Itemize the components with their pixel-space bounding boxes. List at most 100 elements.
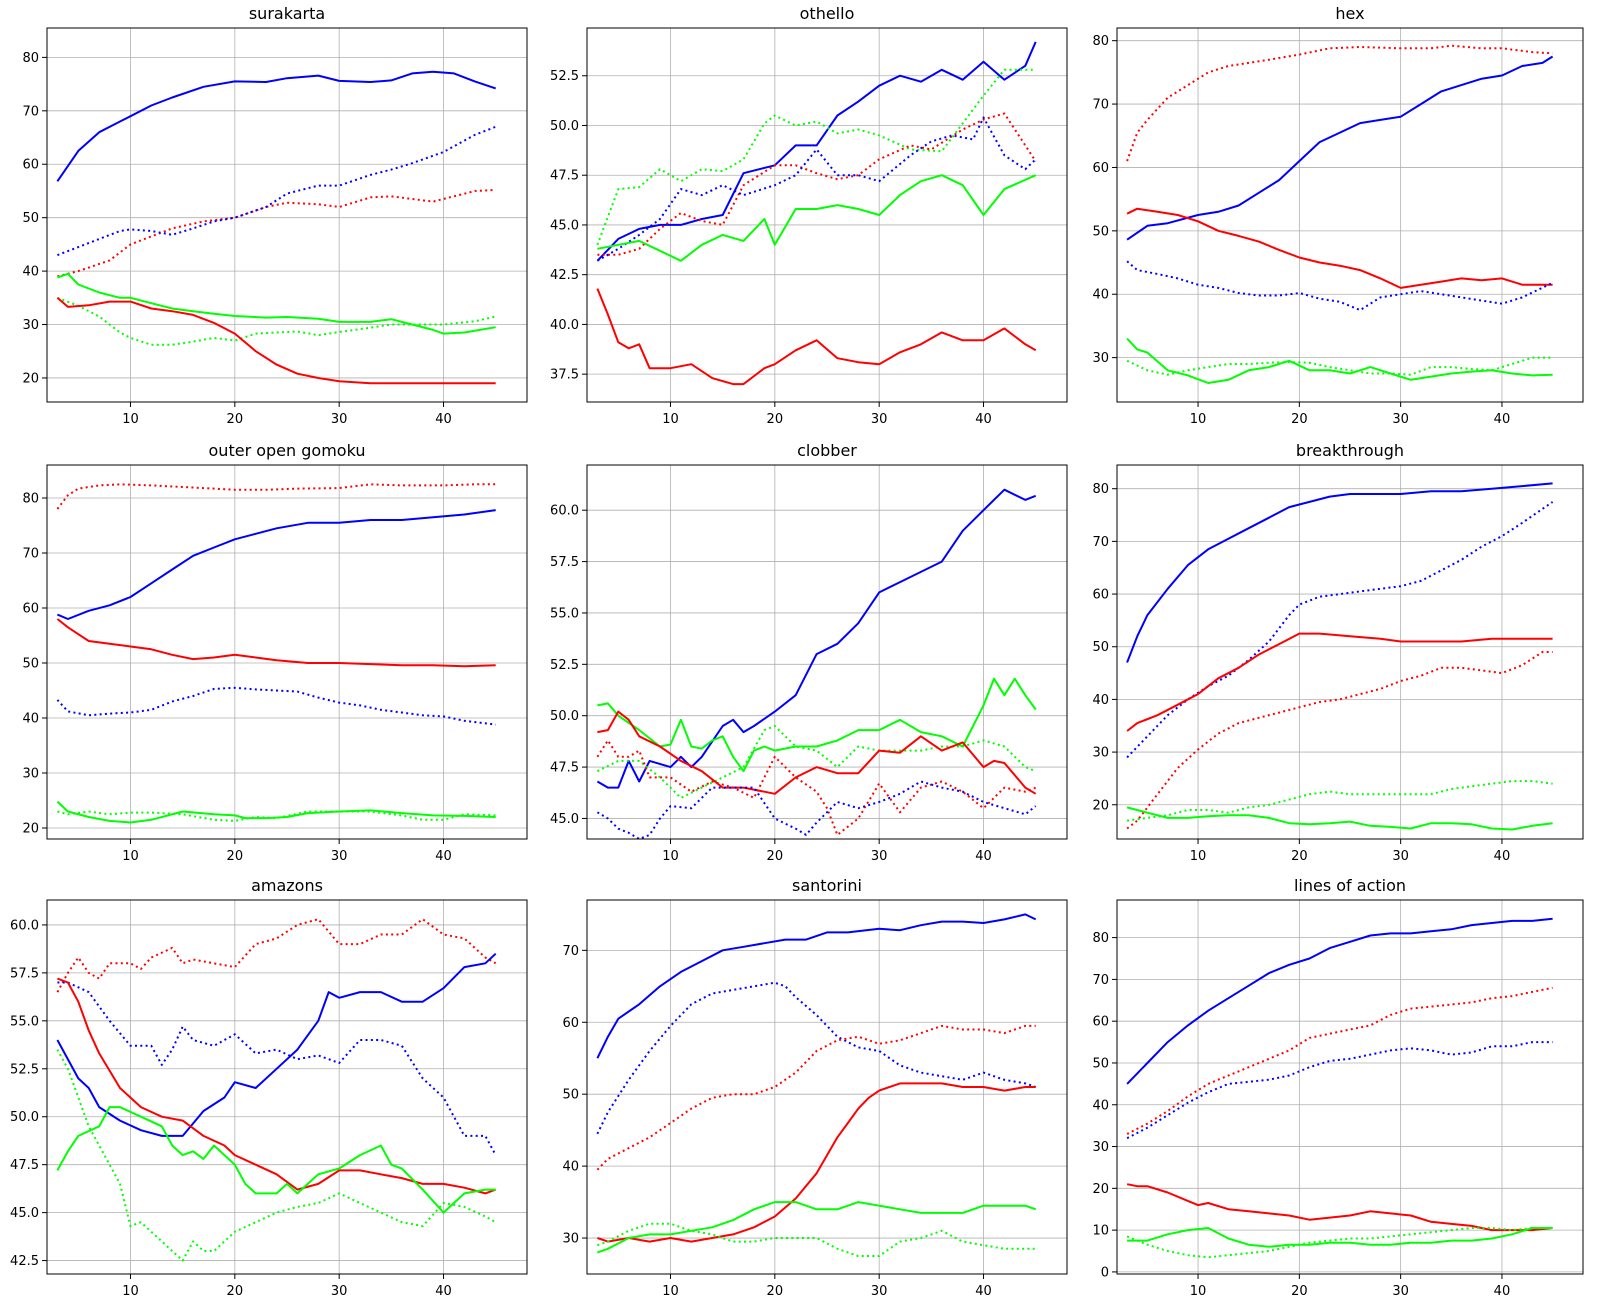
panel-othello: 10 20 30 40 37.5 40.0 42.5 45.0 47.5 50.0 52.5 othe…: [550, 4, 1068, 427]
plot-frame: [46, 27, 528, 403]
y-tick-label: 50: [22, 211, 39, 226]
y-tick-label: 57.5: [550, 555, 579, 570]
y-tick-label: 60: [22, 602, 39, 617]
y-tick-label: 42.5: [10, 1254, 39, 1269]
y-tick-label: 20: [1092, 1182, 1109, 1197]
y-tick-label: 60: [1092, 1015, 1109, 1030]
series-line-0: [1126, 44, 1553, 162]
y-tick-label: 40: [1092, 1098, 1109, 1113]
series-line-3: [1126, 1183, 1553, 1232]
y-tick-label: 60: [1092, 588, 1109, 603]
series-line-2: [56, 618, 496, 668]
y-tick-label: 52.5: [10, 1062, 39, 1077]
series-line-0: [56, 70, 497, 182]
series-line-0: [56, 483, 496, 510]
series-line-3: [596, 116, 1037, 262]
y-tick-label: 60: [562, 1016, 579, 1031]
x-tick-label: 20: [1291, 412, 1308, 427]
series-line-0: [596, 913, 1037, 1059]
plot-frame: [586, 27, 1068, 403]
x-tick-label: 10: [662, 412, 679, 427]
panel-surakarta: 10 20 30 40 20 30 40 50 60 70 80 surakarta: [22, 4, 528, 427]
x-tick-label: 40: [975, 849, 992, 864]
y-tick-label: 30: [1092, 746, 1109, 761]
x-tick-label: 10: [662, 849, 679, 864]
x-tick-label: 40: [435, 849, 452, 864]
series-line-0: [1126, 917, 1553, 1085]
plot-frame: [1116, 899, 1584, 1275]
series-line-3: [597, 1082, 1036, 1243]
y-tick-label: 47.5: [550, 761, 579, 776]
y-tick-label: 55.0: [10, 1014, 39, 1029]
series-line-3: [57, 977, 497, 1195]
series-line-4: [1127, 1227, 1553, 1248]
y-tick-label: 50.0: [550, 119, 579, 134]
panel-lines-of-action: 10 20 30 40 0 10 20 30 40 50 60 70 80 lines of action: [1092, 876, 1584, 1299]
x-tick-label: 10: [122, 1284, 139, 1299]
series-line-2: [1126, 632, 1553, 732]
y-tick-label: 52.5: [550, 69, 579, 84]
series-line-4: [56, 800, 496, 824]
x-tick-label: 10: [122, 412, 139, 427]
y-tick-label: 30: [22, 767, 39, 782]
x-tick-label: 40: [975, 412, 992, 427]
plot-frame: [586, 464, 1068, 840]
y-tick-label: 30: [562, 1232, 579, 1247]
y-tick-label: 40: [562, 1160, 579, 1175]
plot-frame: [1116, 464, 1584, 840]
series-line-3: [1126, 260, 1554, 312]
series-line-0: [596, 41, 1037, 262]
series-line-5: [1126, 806, 1553, 831]
y-tick-label: 52.5: [550, 658, 579, 673]
series-line-3: [57, 272, 496, 335]
y-tick-label: 47.5: [550, 169, 579, 184]
series-line-4: [597, 174, 1037, 262]
series-line-3: [597, 710, 1037, 795]
x-tick-label: 20: [767, 412, 784, 427]
y-tick-label: 50.0: [550, 709, 579, 724]
panel-title: breakthrough: [1296, 441, 1404, 460]
y-tick-label: 30: [1092, 351, 1109, 366]
series-line-1: [57, 188, 496, 278]
x-tick-label: 20: [227, 849, 244, 864]
panel-title: surakarta: [249, 4, 325, 23]
series-line-4: [1126, 356, 1553, 376]
panel-title: outer open gomoku: [209, 441, 366, 460]
panel-clobber: 10 20 30 40 45.0 47.5 50.0 52.5 55.0 57.5 60.0 clob…: [550, 441, 1068, 864]
series-line-1: [57, 509, 496, 620]
plot-frame: [1116, 27, 1584, 403]
panel-breakthrough: 10 20 30 40 20 30 40 50 60 70 80 breakthrough: [1092, 441, 1584, 864]
y-tick-label: 55.0: [550, 606, 579, 621]
y-tick-label: 50: [22, 657, 39, 672]
series-line-5: [597, 1222, 1036, 1257]
y-tick-label: 45.0: [550, 218, 579, 233]
x-tick-label: 30: [1392, 412, 1409, 427]
series-line-1: [1126, 986, 1553, 1135]
series-line-2: [596, 1024, 1036, 1171]
x-tick-label: 30: [871, 412, 888, 427]
y-tick-label: 80: [22, 51, 39, 66]
y-tick-label: 40: [22, 265, 39, 280]
y-tick-label: 60: [1092, 161, 1109, 176]
x-tick-label: 20: [227, 412, 244, 427]
series-line-2: [1126, 1041, 1553, 1140]
series-line-4: [597, 1201, 1037, 1254]
y-tick-label: 80: [1092, 931, 1109, 946]
series-line-5: [1126, 337, 1553, 384]
y-tick-label: 40.0: [550, 318, 579, 333]
x-tick-label: 10: [122, 849, 139, 864]
x-tick-label: 30: [871, 849, 888, 864]
y-tick-label: 57.5: [10, 966, 39, 981]
series-line-2: [57, 125, 497, 257]
y-tick-label: 60.0: [550, 504, 579, 519]
series-line-2: [596, 725, 1037, 799]
y-tick-label: 70: [562, 944, 579, 959]
panel-title: lines of action: [1294, 876, 1406, 895]
panel-title: santorini: [792, 876, 862, 895]
series-line-1: [1126, 501, 1554, 759]
x-tick-label: 40: [1494, 1284, 1511, 1299]
series-line-4: [56, 1106, 496, 1214]
x-tick-label: 30: [871, 1284, 888, 1299]
x-tick-label: 10: [662, 1284, 679, 1299]
x-tick-label: 30: [1392, 849, 1409, 864]
